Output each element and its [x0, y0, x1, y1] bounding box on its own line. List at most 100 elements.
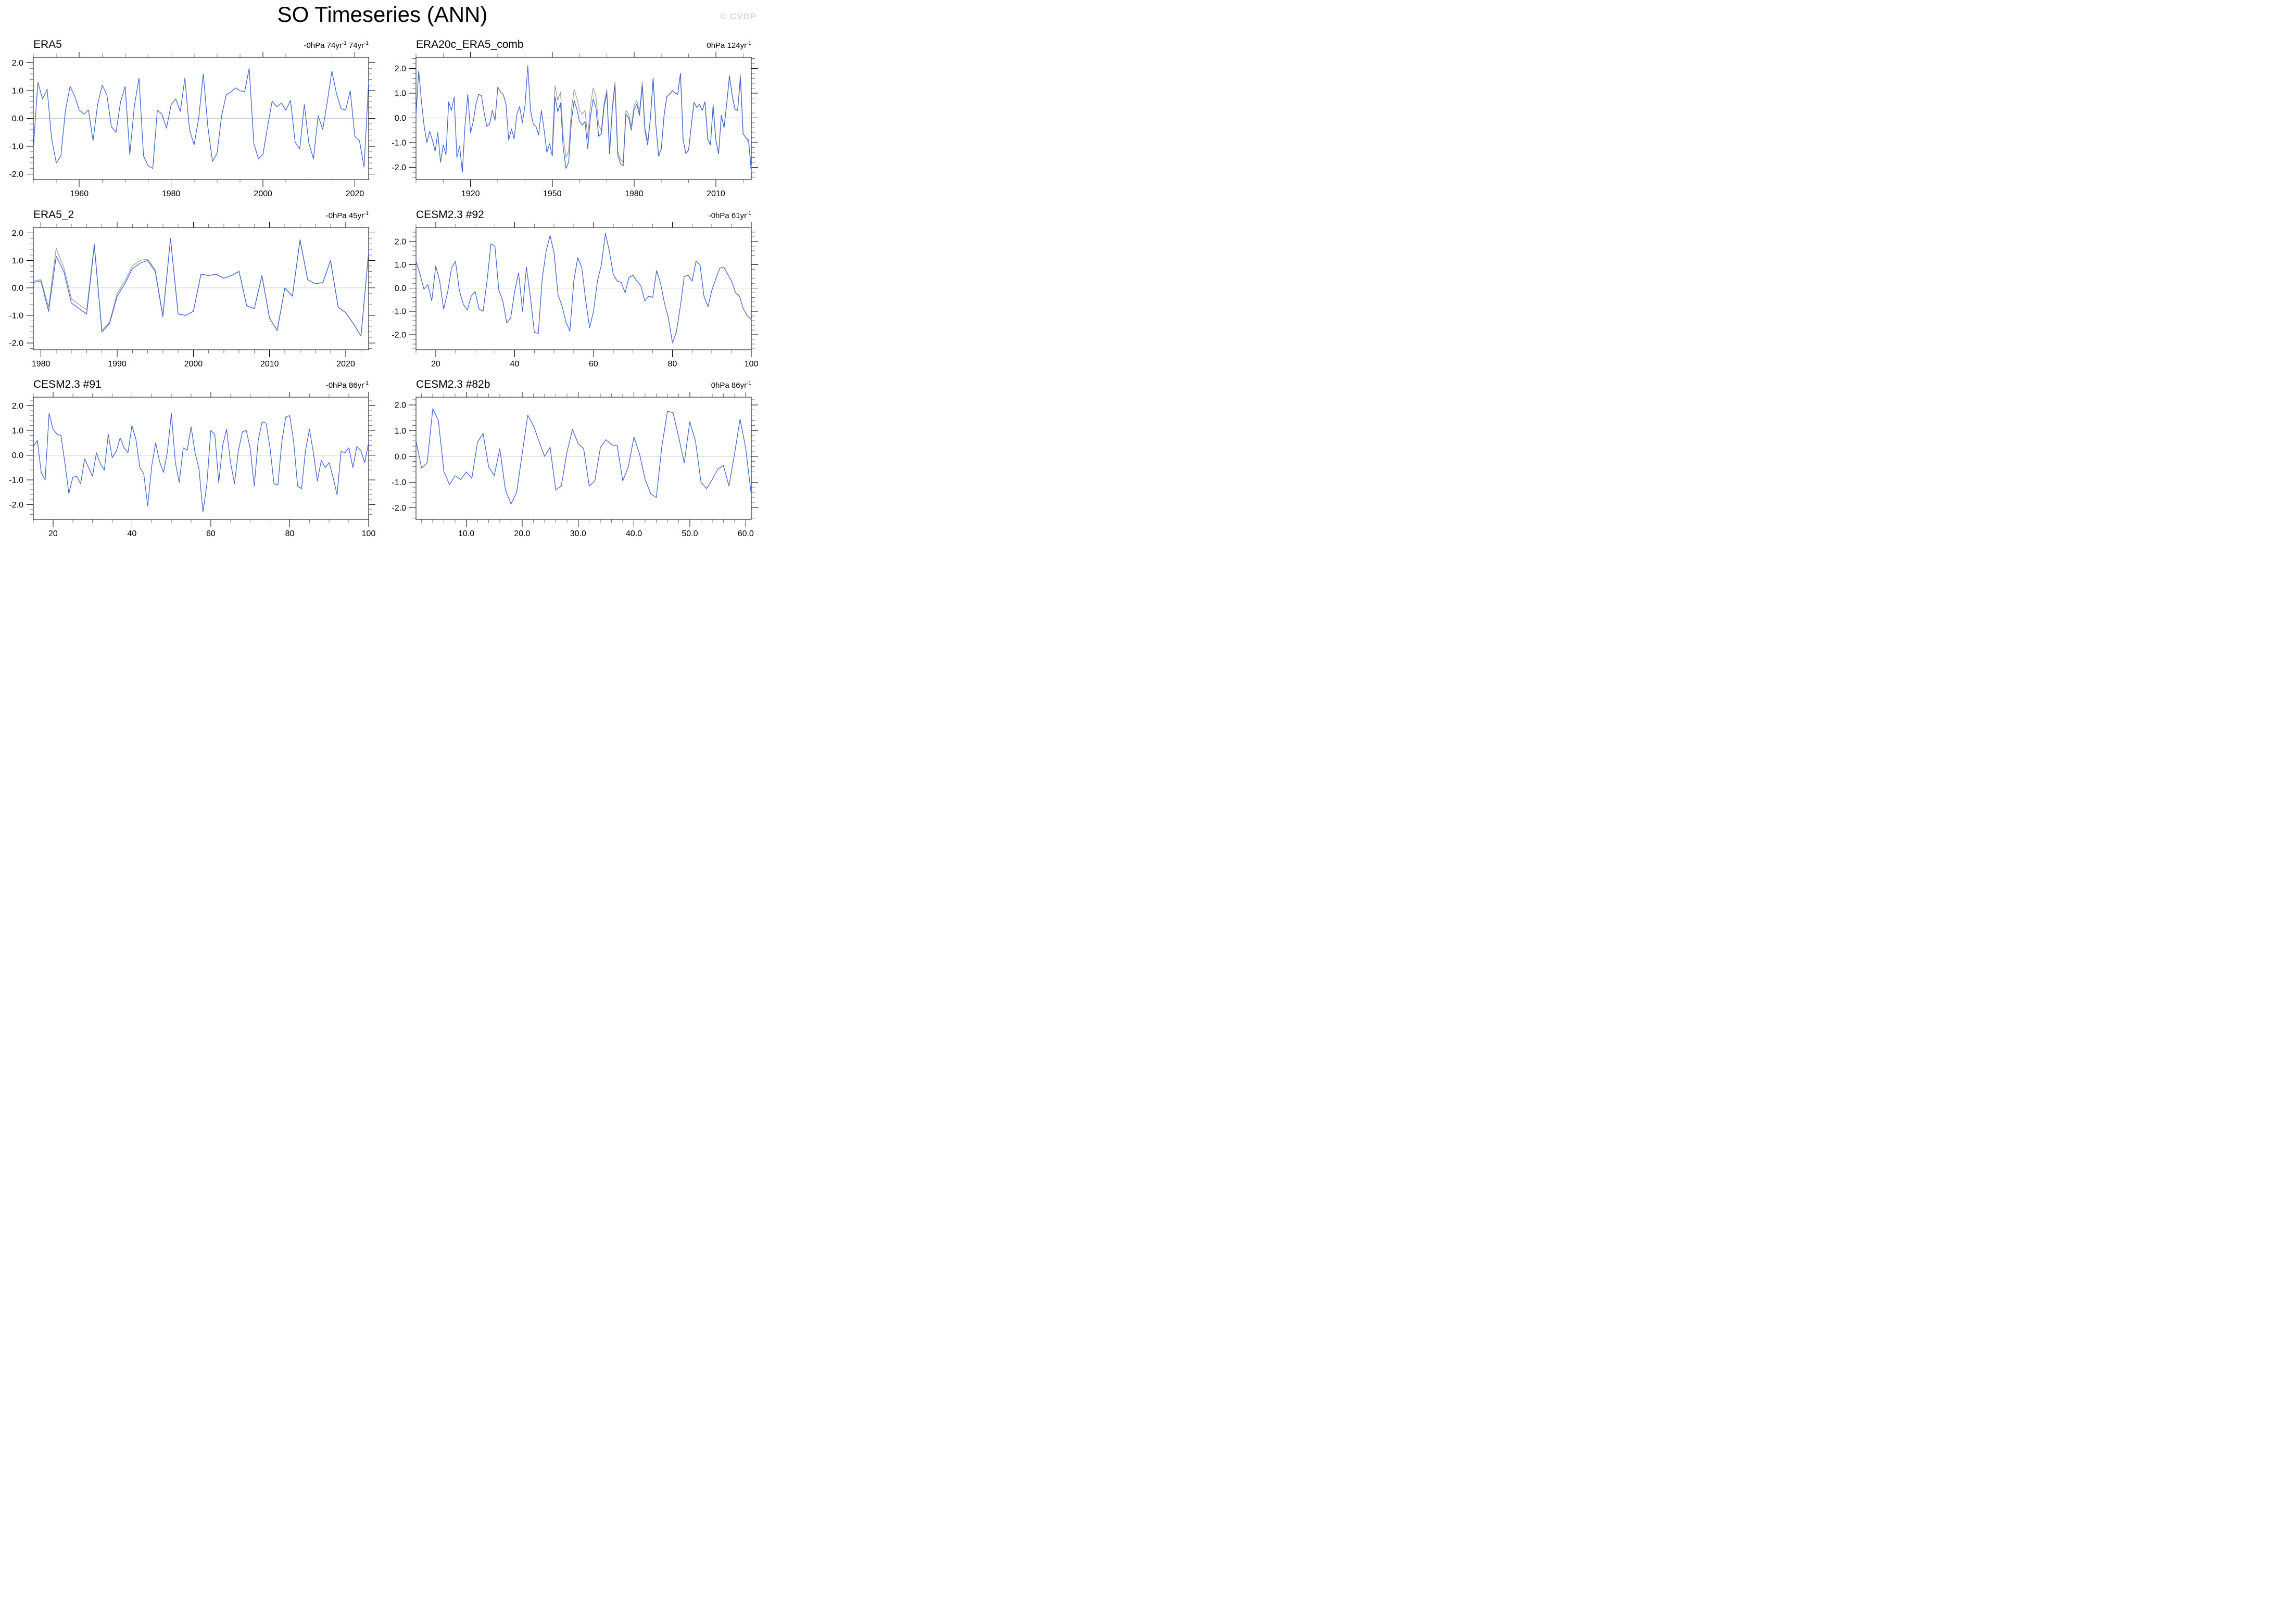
plot-era5: -2.0 -1.0 0.0 1.0 2.0 1960 1980 2000 2020 [9, 52, 375, 198]
plot-cesm23-91: -2.0 -1.0 0.0 1.0 2.0 20 40 60 80 100 [9, 392, 376, 538]
x-tick-label: 1990 [108, 360, 127, 369]
panel-title: CESM2.3 #91 [33, 378, 102, 390]
plot-era20c-era5-comb: -2.0 -1.0 0.0 1.0 2.0 1920 1950 1980 2010 [392, 52, 758, 198]
plot-cesm23-82b: -2.0 -1.0 0.0 1.0 2.0 10.0 20.0 30.0 40.0 50.0 60.… [392, 392, 758, 538]
annotation-text: 74yr [346, 41, 364, 50]
y-tick-label: 2.0 [12, 229, 23, 238]
panel-header: ERA20c_ERA5_comb 0hPa 124yr-1 [383, 30, 765, 52]
panel-header: CESM2.3 #92 -0hPa 61yr-1 [383, 200, 765, 222]
x-tick-label: 2010 [260, 360, 279, 369]
y-tick-label: -2.0 [9, 501, 23, 510]
y-tick-label: 1.0 [395, 89, 406, 98]
panel-header: ERA5_2 -0hPa 45yr-1 [0, 200, 382, 222]
series-line-era5-2-alt [33, 238, 369, 337]
y-tick-label: -2.0 [9, 170, 23, 179]
y-tick-label: 2.0 [395, 401, 406, 410]
annotation-superscript: -1 [364, 380, 369, 386]
y-tick-label: -2.0 [392, 163, 406, 172]
x-tick-label: 20 [431, 360, 440, 369]
x-tick-label: 40.0 [626, 529, 642, 538]
y-tick-label: -2.0 [392, 331, 406, 339]
y-tick-label: -1.0 [392, 308, 406, 316]
annotation-superscript: -1 [747, 41, 751, 46]
y-tick-label: 0.0 [395, 114, 406, 123]
y-tick-label: -1.0 [9, 311, 23, 320]
y-tick-label: -1.0 [392, 138, 406, 147]
x-tick-label: 40 [510, 360, 520, 369]
panel-cesm23-82b: CESM2.3 #82b 0hPa 86yr-1 -2.0 -1.0 0.0 1.0 2… [383, 370, 765, 540]
cvdp-watermark: © CVDP [720, 11, 757, 21]
y-tick-label: 2.0 [395, 237, 406, 246]
annotation-text: -0hPa 61yr [708, 211, 747, 220]
plot-frame [33, 227, 369, 350]
annotation-text: -0hPa 86yr [325, 381, 364, 390]
panel-header: ERA5 -0hPa 74yr-1 74yr-1 [0, 30, 382, 52]
panel-title: CESM2.3 #92 [416, 209, 484, 221]
y-tick-label: 1.0 [395, 261, 406, 270]
x-tick-label: 60 [206, 529, 216, 538]
plot-frame [415, 57, 752, 180]
panel-title: ERA20c_ERA5_comb [416, 39, 524, 50]
trend-annotation: -0hPa 61yr-1 [708, 211, 751, 221]
panel-cesm23-91: CESM2.3 #91 -0hPa 86yr-1 -2.0 -1.0 0.0 1.0 2… [0, 370, 382, 540]
trend-annotation: 0hPa 124yr-1 [707, 41, 751, 50]
y-tick-label: -1.0 [9, 142, 23, 151]
x-tick-label: 30.0 [570, 529, 586, 538]
y-tick-label: 0.0 [12, 284, 23, 293]
trend-annotation: -0hPa 86yr-1 [326, 381, 369, 390]
x-tick-label: 1960 [70, 189, 89, 198]
y-tick-label: 0.0 [395, 284, 406, 293]
annotation-text: 0hPa 86yr [711, 381, 747, 390]
series-line-cesm2-3-82b [415, 408, 752, 504]
series-line-era5-2 [33, 238, 369, 337]
panel-era5: ERA5 -0hPa 74yr-1 74yr-1 -2.0 -1.0 0.0 1.0 2… [0, 30, 382, 200]
x-tick-label: 80 [285, 529, 295, 538]
y-tick-label: 1.0 [395, 427, 406, 436]
plot-frame [33, 397, 369, 520]
annotation-text: -0hPa 74yr [304, 41, 342, 50]
x-tick-label: 2010 [707, 189, 725, 198]
x-tick-label: 100 [362, 529, 376, 538]
x-tick-label: 2020 [346, 189, 364, 198]
trend-annotation: -0hPa 45yr-1 [325, 211, 369, 221]
x-tick-label: 2020 [336, 360, 355, 369]
panel-title: CESM2.3 #82b [416, 378, 490, 390]
panel-header: CESM2.3 #91 -0hPa 86yr-1 [0, 370, 382, 392]
x-tick-label: 60 [589, 360, 598, 369]
y-tick-label: -2.0 [392, 504, 406, 513]
x-tick-label: 1980 [162, 189, 181, 198]
panel-era5-2: ERA5_2 -0hPa 45yr-1 -2.0 -1.0 0.0 1.0 2.0 198… [0, 200, 382, 370]
x-tick-label: 20 [48, 529, 58, 538]
y-tick-label: 0.0 [12, 451, 23, 460]
series-line-era5-overlay [552, 73, 752, 168]
y-tick-label: 1.0 [12, 427, 23, 436]
annotation-superscript: -1 [747, 380, 751, 386]
y-tick-label: 2.0 [12, 402, 23, 411]
series-line-era20c-era5-comb [415, 65, 752, 173]
y-tick-label: -1.0 [392, 478, 406, 487]
series-line-cesm2-3-91 [33, 413, 369, 513]
series-line-era5 [33, 68, 369, 169]
plot-frame [415, 397, 752, 520]
x-tick-label: 50.0 [682, 529, 698, 538]
plot-era5-2: -2.0 -1.0 0.0 1.0 2.0 1980 1990 2000 2010 2020 [9, 222, 375, 369]
series-line-cesm2-3-92 [415, 233, 752, 344]
annotation-superscript: -1 [747, 211, 751, 217]
y-tick-label: -1.0 [9, 476, 23, 485]
plot-frame [33, 57, 369, 180]
x-tick-label: 1920 [461, 189, 480, 198]
panel-era20c-era5-comb: ERA20c_ERA5_comb 0hPa 124yr-1 -2.0 -1.0 0.… [383, 30, 765, 200]
x-tick-label: 100 [745, 360, 759, 369]
plot-frame [415, 227, 752, 350]
x-tick-label: 20.0 [514, 529, 530, 538]
cvdp-so-timeseries-figure: SO Timeseries (ANN) © CVDP ERA5 -0hPa 74… [0, 0, 765, 541]
y-tick-label: 2.0 [12, 59, 23, 68]
y-tick-label: 1.0 [12, 257, 23, 265]
x-tick-label: 40 [128, 529, 137, 538]
x-tick-label: 1980 [625, 189, 644, 198]
panel-cesm23-92: CESM2.3 #92 -0hPa 61yr-1 -2.0 -1.0 0.0 1.0 2… [383, 200, 765, 370]
annotation-superscript: -1 [342, 41, 347, 46]
annotation-superscript: -1 [364, 41, 369, 46]
annotation-text: 0hPa 124yr [707, 41, 747, 50]
annotation-text: -0hPa 45yr [325, 211, 364, 220]
